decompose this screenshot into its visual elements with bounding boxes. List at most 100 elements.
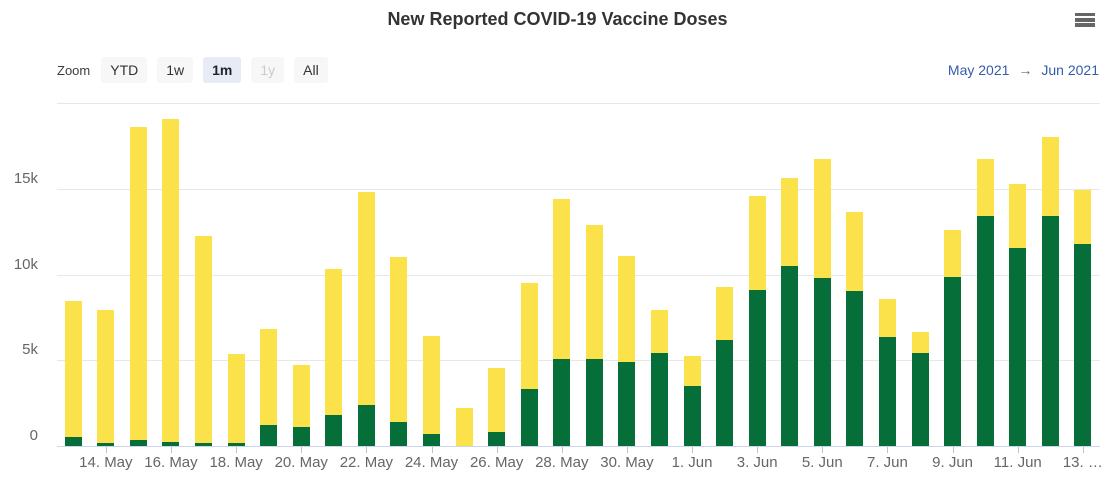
zoom-button-1m[interactable]: 1m — [203, 57, 242, 83]
bar-segment-green[interactable] — [976, 216, 994, 446]
bar-segment-yellow[interactable] — [1009, 183, 1027, 248]
x-axis-label: 13. … — [1062, 454, 1103, 471]
bar-segment-green[interactable] — [618, 361, 636, 446]
bar-segment-yellow[interactable] — [878, 299, 896, 338]
bar-segment-green[interactable] — [423, 433, 441, 446]
gridline-10000 — [57, 274, 1100, 276]
bar-segment-green[interactable] — [683, 385, 701, 446]
x-axis-label: 28. May — [535, 454, 589, 471]
bar-segment-green[interactable] — [162, 441, 180, 446]
bar-segment-yellow[interactable] — [227, 354, 245, 444]
bar-segment-green[interactable] — [129, 439, 147, 446]
context-menu-icon[interactable] — [1075, 13, 1095, 28]
y-axis-label: 15k — [13, 169, 38, 187]
bar-segment-yellow[interactable] — [585, 224, 603, 359]
bar-segment-green[interactable] — [813, 277, 831, 446]
x-axis-label: 26. May — [469, 454, 524, 471]
bar-segment-yellow[interactable] — [357, 192, 375, 405]
bar-segment-green[interactable] — [97, 442, 115, 446]
bar-segment-yellow[interactable] — [618, 255, 636, 362]
bar-segment-yellow[interactable] — [195, 235, 213, 443]
bar-segment-green[interactable] — [911, 353, 929, 446]
x-axis-tick — [952, 447, 954, 453]
bar-segment-yellow[interactable] — [423, 336, 441, 434]
bar-segment-green[interactable] — [357, 404, 375, 446]
zoom-button-all[interactable]: All — [294, 57, 328, 83]
bar-segment-green[interactable] — [650, 353, 668, 446]
gridline-20000 — [57, 103, 1100, 104]
bar-segment-yellow[interactable] — [846, 211, 864, 291]
bar-segment-yellow[interactable] — [650, 309, 668, 354]
bar-segment-green[interactable] — [944, 277, 962, 446]
bar-segment-yellow[interactable] — [260, 328, 278, 426]
x-axis-tick — [105, 447, 107, 453]
bar-segment-green[interactable] — [260, 425, 278, 446]
bar-segment-yellow[interactable] — [911, 331, 929, 354]
x-axis-tick — [1082, 447, 1084, 453]
bar-segment-green[interactable] — [325, 415, 343, 446]
bar-segment-green[interactable] — [292, 427, 310, 446]
range-arrow-icon: → — [1018, 62, 1033, 78]
bar-segment-green[interactable] — [716, 339, 734, 446]
bar-segment-yellow[interactable] — [683, 355, 701, 386]
bar-segment-green[interactable] — [520, 389, 538, 446]
x-axis-label: 7. Jun — [867, 454, 908, 471]
bar-segment-yellow[interactable] — [944, 229, 962, 278]
bar-segment-green[interactable] — [878, 337, 896, 446]
x-axis-line — [57, 446, 1100, 447]
bar-segment-yellow[interactable] — [1041, 137, 1059, 217]
bar-segment-green[interactable] — [846, 290, 864, 446]
bar-segment-green[interactable] — [64, 437, 82, 446]
bar-segment-yellow[interactable] — [781, 177, 799, 266]
zoom-toolbar: Zoom YTD 1w 1m 1y All — [57, 56, 328, 84]
bar-segment-green[interactable] — [488, 432, 506, 446]
bar-segment-green[interactable] — [1041, 216, 1059, 446]
range-from[interactable]: May 2021 — [947, 62, 1010, 78]
bar-segment-green[interactable] — [195, 442, 213, 446]
bar-segment-yellow[interactable] — [716, 286, 734, 340]
x-axis-label: 5. Jun — [801, 454, 843, 471]
bar-segment-green[interactable] — [553, 358, 571, 446]
range-to[interactable]: Jun 2021 — [1041, 62, 1099, 78]
bar-segment-yellow[interactable] — [325, 269, 343, 416]
x-axis-tick — [301, 447, 303, 453]
bar-segment-yellow[interactable] — [553, 199, 571, 359]
x-axis-label: 14. May — [79, 454, 133, 471]
bar-segment-yellow[interactable] — [390, 257, 408, 422]
bar-segment-yellow[interactable] — [129, 127, 147, 440]
bar-segment-yellow[interactable] — [976, 158, 994, 217]
bar-segment-green[interactable] — [748, 289, 766, 446]
bar-segment-green[interactable] — [781, 265, 799, 446]
bar-segment-yellow[interactable] — [292, 365, 310, 428]
x-axis-tick — [1017, 447, 1019, 453]
x-axis-tick — [496, 447, 498, 453]
bar-segment-yellow[interactable] — [97, 309, 115, 443]
x-axis-tick — [692, 447, 694, 453]
x-axis-label: 24. May — [404, 454, 459, 471]
x-axis-tick — [887, 447, 889, 453]
x-axis-tick — [236, 447, 238, 453]
bar-segment-yellow[interactable] — [488, 367, 506, 433]
bar-segment-green[interactable] — [585, 358, 603, 446]
gridline-15000 — [57, 188, 1100, 190]
chart-title: New Reported COVID-19 Vaccine Doses — [387, 9, 728, 29]
bar-segment-yellow[interactable] — [455, 408, 473, 446]
bar-segment-yellow[interactable] — [64, 301, 82, 438]
y-axis-label: 0 — [29, 427, 38, 444]
bar-segment-yellow[interactable] — [813, 158, 831, 278]
zoom-button-ytd[interactable]: YTD — [101, 57, 148, 83]
bar-segment-green[interactable] — [227, 443, 245, 446]
zoom-label: Zoom — [57, 62, 91, 78]
bar-segment-green[interactable] — [1009, 247, 1027, 446]
y-axis-label: 5k — [22, 341, 38, 359]
bar-segment-yellow[interactable] — [748, 195, 766, 290]
bar-segment-yellow[interactable] — [162, 119, 180, 442]
bar-segment-yellow[interactable] — [1074, 190, 1092, 244]
x-axis-tick — [757, 447, 759, 453]
bar-segment-green[interactable] — [1074, 243, 1092, 446]
bar-segment-yellow[interactable] — [520, 283, 538, 390]
zoom-button-1w[interactable]: 1w — [157, 57, 194, 83]
x-axis-label: 16. May — [144, 454, 198, 471]
bar-segment-green[interactable] — [390, 421, 408, 446]
